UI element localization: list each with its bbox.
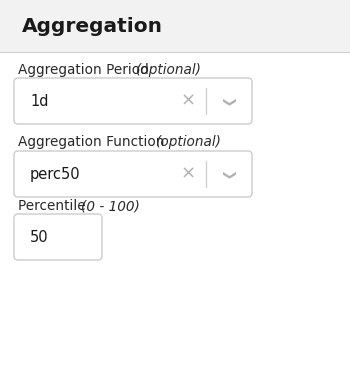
Text: Aggregation Period: Aggregation Period <box>18 63 153 77</box>
Text: (0 - 100): (0 - 100) <box>81 199 140 213</box>
Text: Aggregation: Aggregation <box>22 16 163 35</box>
FancyBboxPatch shape <box>14 78 252 124</box>
Text: perc50: perc50 <box>30 166 80 181</box>
Text: 50: 50 <box>30 230 49 245</box>
Text: (optional): (optional) <box>136 63 202 77</box>
Text: ❯: ❯ <box>220 170 233 180</box>
Text: Percentile: Percentile <box>18 199 90 213</box>
FancyBboxPatch shape <box>14 214 102 260</box>
Text: ×: × <box>181 92 196 110</box>
Text: 1d: 1d <box>30 93 49 108</box>
FancyBboxPatch shape <box>0 0 350 52</box>
Text: (optional): (optional) <box>156 135 222 149</box>
FancyBboxPatch shape <box>14 151 252 197</box>
Text: ×: × <box>181 165 196 183</box>
Text: Aggregation Function: Aggregation Function <box>18 135 169 149</box>
Text: ❯: ❯ <box>220 97 233 107</box>
